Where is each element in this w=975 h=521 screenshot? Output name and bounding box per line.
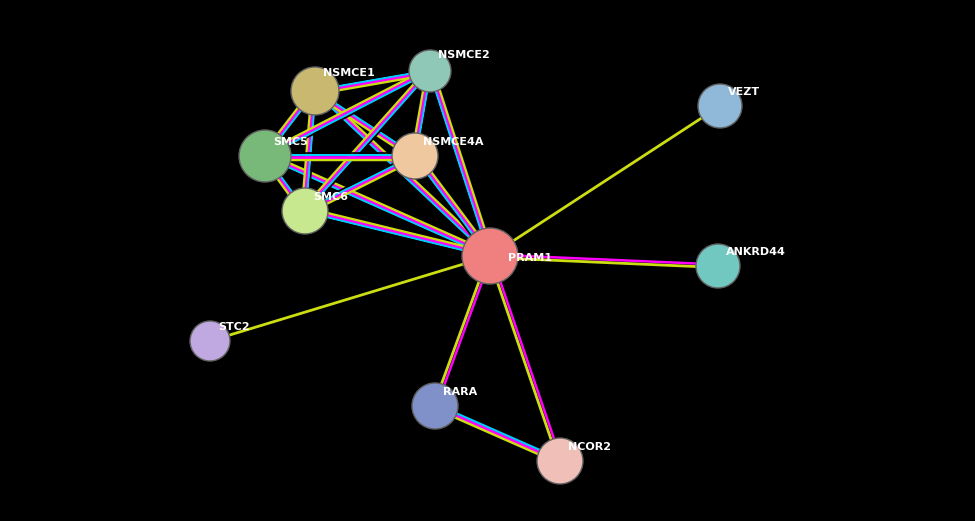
Circle shape	[412, 383, 458, 429]
Text: VEZT: VEZT	[728, 87, 761, 97]
Circle shape	[696, 244, 740, 288]
Circle shape	[537, 438, 583, 484]
Text: PRAM1: PRAM1	[508, 253, 552, 263]
Circle shape	[239, 130, 291, 182]
Text: SMC6: SMC6	[313, 192, 348, 202]
Text: NSMCE2: NSMCE2	[438, 50, 489, 60]
Text: NSMCE1: NSMCE1	[323, 68, 374, 78]
Circle shape	[409, 50, 451, 92]
Circle shape	[392, 133, 438, 179]
Circle shape	[698, 84, 742, 128]
Circle shape	[291, 67, 339, 115]
Text: RARA: RARA	[443, 387, 477, 397]
Text: NCOR2: NCOR2	[568, 442, 611, 452]
Circle shape	[282, 188, 328, 234]
Circle shape	[462, 228, 518, 284]
Text: ANKRD44: ANKRD44	[726, 247, 786, 257]
Text: STC2: STC2	[218, 322, 250, 332]
Text: SMC5: SMC5	[273, 137, 308, 147]
Circle shape	[190, 321, 230, 361]
Text: NSMCE4A: NSMCE4A	[423, 137, 484, 147]
